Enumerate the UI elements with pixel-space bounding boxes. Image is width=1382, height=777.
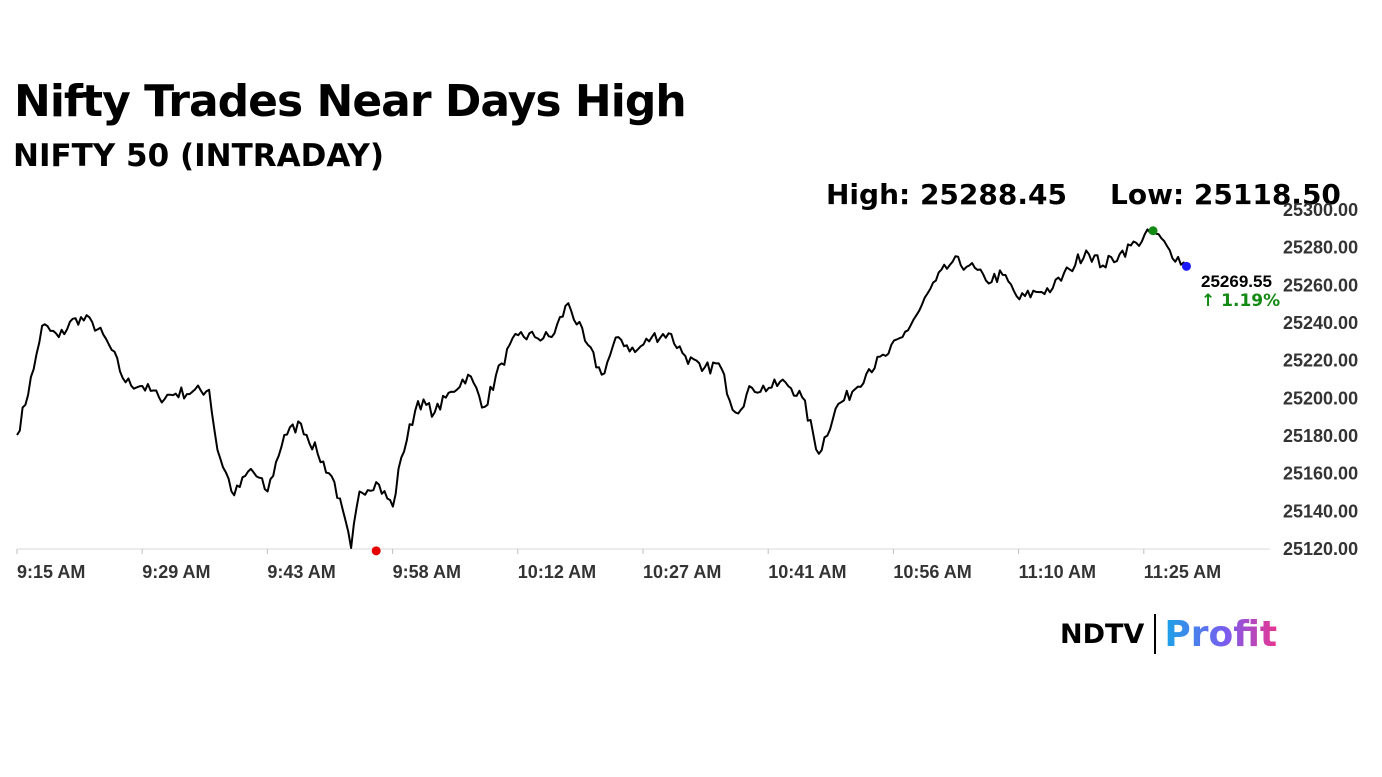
- x-tick-label: 10:41 AM: [768, 562, 846, 582]
- y-tick-label: 25200.00: [1283, 388, 1358, 408]
- y-tick-label: 25160.00: [1283, 464, 1358, 484]
- last-value-label: 25269.55: [1201, 272, 1272, 291]
- x-tick-label: 9:58 AM: [393, 562, 461, 582]
- brand-ndtv-text: NDTV: [1060, 618, 1145, 650]
- brand-profit-text: Profit: [1164, 613, 1278, 655]
- y-tick-label: 25260.00: [1283, 275, 1358, 295]
- low-point-marker: [371, 546, 381, 556]
- x-tick-label: 10:27 AM: [643, 562, 721, 582]
- y-tick-label: 25120.00: [1283, 539, 1358, 559]
- x-tick-label: 10:56 AM: [893, 562, 971, 582]
- x-tick-label: 10:12 AM: [518, 562, 596, 582]
- y-tick-label: 25220.00: [1283, 351, 1358, 371]
- brand-logo: NDTV Profit: [1060, 612, 1277, 656]
- high-label: High: 25288.45: [826, 178, 1067, 211]
- last-point-marker: [1181, 261, 1191, 271]
- change-percent-label: ↑ 1.19%: [1201, 291, 1280, 311]
- y-tick-label: 25180.00: [1283, 426, 1358, 446]
- nifty-series-line: [16, 228, 1188, 549]
- low-label: Low: 25118.50: [1110, 178, 1341, 211]
- high-point-marker: [1148, 226, 1158, 236]
- x-tick-label: 9:15 AM: [17, 562, 85, 582]
- x-tick-label: 9:43 AM: [267, 562, 335, 582]
- y-tick-label: 25300.00: [1283, 200, 1358, 220]
- brand-divider: [1154, 614, 1157, 654]
- x-tick-label: 11:25 AM: [1144, 562, 1221, 582]
- y-tick-label: 25280.00: [1283, 238, 1358, 258]
- x-tick-label: 9:29 AM: [142, 562, 210, 582]
- x-tick-label: 11:10 AM: [1019, 562, 1096, 582]
- chart-title: Nifty Trades Near Days High: [14, 76, 687, 127]
- y-tick-label: 25240.00: [1283, 313, 1358, 333]
- y-tick-label: 25140.00: [1283, 501, 1358, 521]
- chart-subtitle: NIFTY 50 (INTRADAY): [13, 138, 385, 174]
